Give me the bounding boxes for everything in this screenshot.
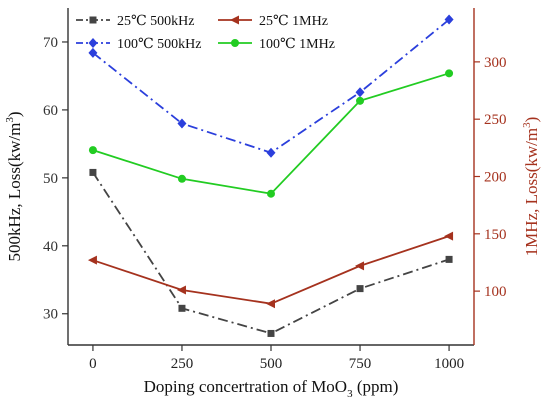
left-y-axis-title-part: ) bbox=[5, 112, 24, 118]
data-point-series-2 bbox=[177, 118, 187, 129]
x-tick-label: 0 bbox=[89, 356, 97, 372]
right-y-tick-label: 250 bbox=[484, 112, 507, 128]
x-axis-title-part: Doping concertration of MoO bbox=[144, 377, 347, 396]
left-y-tick-label: 70 bbox=[43, 35, 58, 51]
data-point-series-1 bbox=[267, 329, 275, 337]
right-y-axis-title-part: 3 bbox=[521, 122, 533, 128]
series-line-4 bbox=[92, 72, 450, 195]
left-y-tick-label: 30 bbox=[43, 307, 58, 323]
x-tick-label: 750 bbox=[349, 356, 372, 372]
data-point-series-4 bbox=[356, 96, 365, 105]
data-point-series-3 bbox=[444, 231, 454, 241]
series-line-3 bbox=[92, 235, 450, 305]
legend-marker-2 bbox=[88, 38, 98, 48]
left-y-tick-label: 40 bbox=[43, 239, 58, 255]
data-point-series-4 bbox=[267, 189, 275, 198]
data-point-series-1 bbox=[445, 255, 453, 263]
legend-marker-4 bbox=[231, 39, 239, 47]
left-y-axis-title: 500kHz, Loss(kw/m3) bbox=[4, 112, 24, 262]
legend-label-1: 25℃ 500kHz bbox=[117, 14, 195, 29]
right-y-axis-title-part: ) bbox=[522, 117, 541, 123]
left-y-tick-label: 60 bbox=[43, 103, 58, 119]
x-axis-title-part: 3 bbox=[347, 388, 353, 400]
right-y-tick-label: 150 bbox=[484, 227, 507, 243]
data-point-series-3 bbox=[355, 261, 365, 271]
right-y-tick-label: 300 bbox=[484, 55, 507, 71]
data-point-series-3 bbox=[87, 255, 97, 265]
x-tick-label: 250 bbox=[171, 356, 194, 372]
legend-marker-1 bbox=[89, 16, 97, 24]
left-y-axis-title-part: 500kHz, Loss(kw/m bbox=[5, 123, 24, 262]
left-y-tick-label: 50 bbox=[43, 171, 58, 187]
data-point-series-4 bbox=[445, 69, 454, 78]
right-y-tick-label: 200 bbox=[484, 170, 507, 186]
legend-label-4: 100℃ 1MHz bbox=[259, 37, 335, 52]
data-point-series-2 bbox=[266, 147, 276, 158]
left-y-axis-title-part: 3 bbox=[4, 117, 16, 123]
data-point-series-1 bbox=[89, 168, 97, 176]
data-point-series-3 bbox=[176, 285, 186, 295]
right-y-axis-title-part: 1MHz, Loss(kw/m bbox=[522, 128, 541, 256]
data-point-series-3 bbox=[266, 299, 275, 309]
x-tick-label: 1000 bbox=[434, 356, 464, 372]
right-y-axis-title: 1MHz, Loss(kw/m3) bbox=[521, 117, 541, 257]
data-point-series-2 bbox=[444, 14, 454, 25]
x-tick-label: 500 bbox=[260, 356, 283, 372]
x-axis-title: Doping concertration of MoO3 (ppm) bbox=[144, 377, 399, 400]
data-point-series-2 bbox=[355, 87, 365, 98]
data-point-series-2 bbox=[88, 47, 98, 58]
legend-label-3: 25℃ 1MHz bbox=[259, 14, 328, 29]
x-axis-title-part: (ppm) bbox=[353, 377, 399, 396]
data-point-series-1 bbox=[178, 304, 186, 312]
data-point-series-4 bbox=[88, 146, 97, 155]
legend-marker-3 bbox=[230, 15, 239, 25]
data-point-series-4 bbox=[177, 174, 186, 183]
legend-label-2: 100℃ 500kHz bbox=[117, 37, 202, 52]
data-point-series-1 bbox=[356, 285, 364, 293]
right-y-tick-label: 100 bbox=[484, 284, 507, 300]
